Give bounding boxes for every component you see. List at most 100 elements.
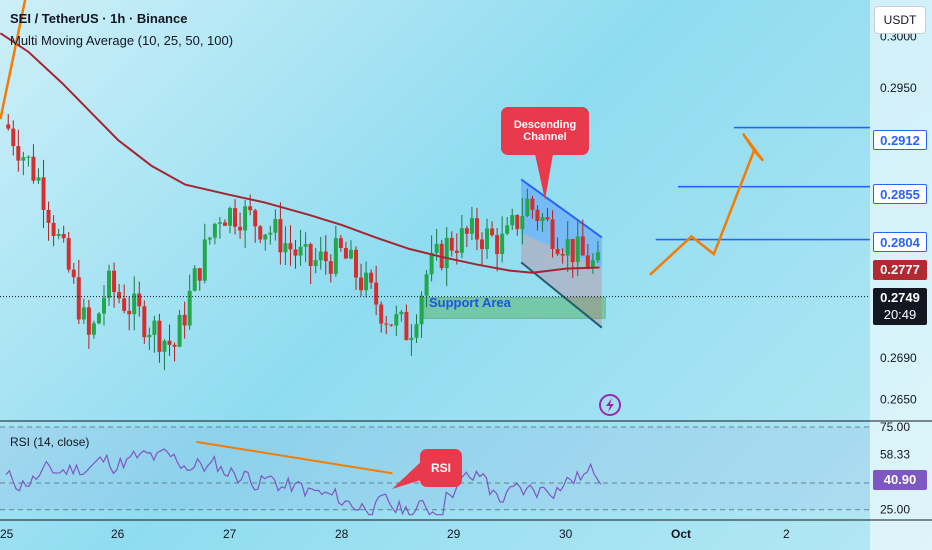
price-tick-label: 0.2690 xyxy=(880,351,917,365)
horizontal-levels xyxy=(655,126,870,241)
candle-body xyxy=(212,223,217,238)
candle-body xyxy=(6,124,11,129)
channel-upper-line xyxy=(520,178,603,239)
candle-body xyxy=(127,310,132,315)
candle-body xyxy=(469,218,474,234)
candle-body xyxy=(580,236,585,256)
candle-body xyxy=(162,340,167,352)
flash-icon[interactable] xyxy=(599,394,621,416)
candle-body xyxy=(81,307,86,320)
candle-body xyxy=(137,293,142,307)
rsi-label[interactable]: RSI (14, close) xyxy=(10,435,90,449)
time-tick-label: 2 xyxy=(783,527,790,541)
currency-button[interactable]: USDT xyxy=(874,6,926,34)
time-tick-label: 30 xyxy=(559,527,573,541)
candle-body xyxy=(595,252,600,261)
countdown-tag[interactable]: 20:49 xyxy=(873,305,927,325)
candle-body xyxy=(86,307,91,335)
candle-body xyxy=(91,323,96,335)
candle-body xyxy=(192,268,197,291)
candle-body xyxy=(76,277,81,320)
candle-body xyxy=(384,323,389,325)
candle-body xyxy=(283,243,288,253)
candle-body xyxy=(177,314,182,347)
candle-body xyxy=(515,215,520,230)
candle-body xyxy=(409,337,414,340)
candle-body xyxy=(444,237,449,269)
symbol-title[interactable]: SEI / TetherUS · 1h · Binance xyxy=(10,11,188,26)
projection-path xyxy=(0,0,765,276)
candle-body xyxy=(565,239,570,256)
candle-body xyxy=(41,177,46,210)
candle-body xyxy=(26,156,31,158)
candle-body xyxy=(182,314,187,326)
candle-body xyxy=(147,334,152,338)
candle-body xyxy=(359,277,364,291)
candle-body xyxy=(474,218,479,240)
candle-body xyxy=(389,324,394,326)
candle-body xyxy=(399,311,404,315)
candle-body xyxy=(480,239,484,250)
time-tick-label: 26 xyxy=(111,527,125,541)
candle-body xyxy=(61,234,66,239)
candle-body xyxy=(424,274,429,296)
last-price-tag[interactable]: 0.2749 xyxy=(873,288,927,308)
candle-body xyxy=(545,217,550,220)
candle-body xyxy=(590,260,595,269)
time-tick-label: 27 xyxy=(223,527,237,541)
candle-body xyxy=(323,251,328,262)
candle-body xyxy=(343,247,348,259)
indicator-title[interactable]: Multi Moving Average (10, 25, 50, 100) xyxy=(10,33,234,48)
candle-body xyxy=(419,295,424,325)
target-level-3-tag[interactable]: 0.2804 xyxy=(873,232,927,252)
candle-body xyxy=(238,226,243,231)
candle-body xyxy=(369,272,374,283)
time-tick-label: 25 xyxy=(0,527,14,541)
time-tick-label: 28 xyxy=(335,527,349,541)
candle-body xyxy=(318,251,323,261)
candle-body xyxy=(338,238,343,248)
descending-channel-callout: Descending Channel xyxy=(501,107,589,155)
candle-body xyxy=(303,244,308,247)
candle-body xyxy=(555,248,560,254)
candle-body xyxy=(132,293,137,315)
candle-body xyxy=(167,340,172,345)
target-level-1-tag[interactable]: 0.2912 xyxy=(873,130,927,150)
candle-body xyxy=(152,320,157,335)
candle-body xyxy=(222,222,227,226)
candle-body xyxy=(51,222,56,236)
time-tick-label: Oct xyxy=(671,527,691,541)
candle-body xyxy=(107,270,112,298)
candle-body xyxy=(248,206,253,211)
target-level-2-tag[interactable]: 0.2855 xyxy=(873,184,927,204)
candle-body xyxy=(207,237,212,240)
candle-body xyxy=(404,311,409,340)
ma-value-tag[interactable]: 0.2777 xyxy=(873,260,927,280)
candle-body xyxy=(122,298,127,311)
rsi-value-tag[interactable]: 40.90 xyxy=(873,470,927,490)
candle-body xyxy=(510,215,515,226)
candle-body xyxy=(66,238,71,270)
candle-body xyxy=(500,233,505,255)
candle-body xyxy=(550,219,555,249)
candle-body xyxy=(414,324,419,338)
rsi-line xyxy=(5,448,602,516)
candle-body xyxy=(505,225,510,234)
moving-average-100 xyxy=(0,32,600,274)
candle-body xyxy=(333,238,338,274)
support-area-box xyxy=(423,297,606,319)
candle-body xyxy=(197,268,202,281)
candle-body xyxy=(36,177,41,181)
candle-body xyxy=(585,255,590,269)
candle-body xyxy=(348,249,353,259)
candle-body xyxy=(530,198,535,210)
candle-body xyxy=(288,243,293,250)
candle-body xyxy=(228,208,232,226)
candle-body xyxy=(454,250,459,253)
price-tick-label: 0.2950 xyxy=(880,81,917,95)
time-tick-label: 29 xyxy=(447,527,461,541)
candle-body xyxy=(429,252,434,275)
time-axis[interactable]: 25 26 27 28 29 30 Oct 2 xyxy=(0,527,790,541)
candle-body xyxy=(172,344,177,347)
